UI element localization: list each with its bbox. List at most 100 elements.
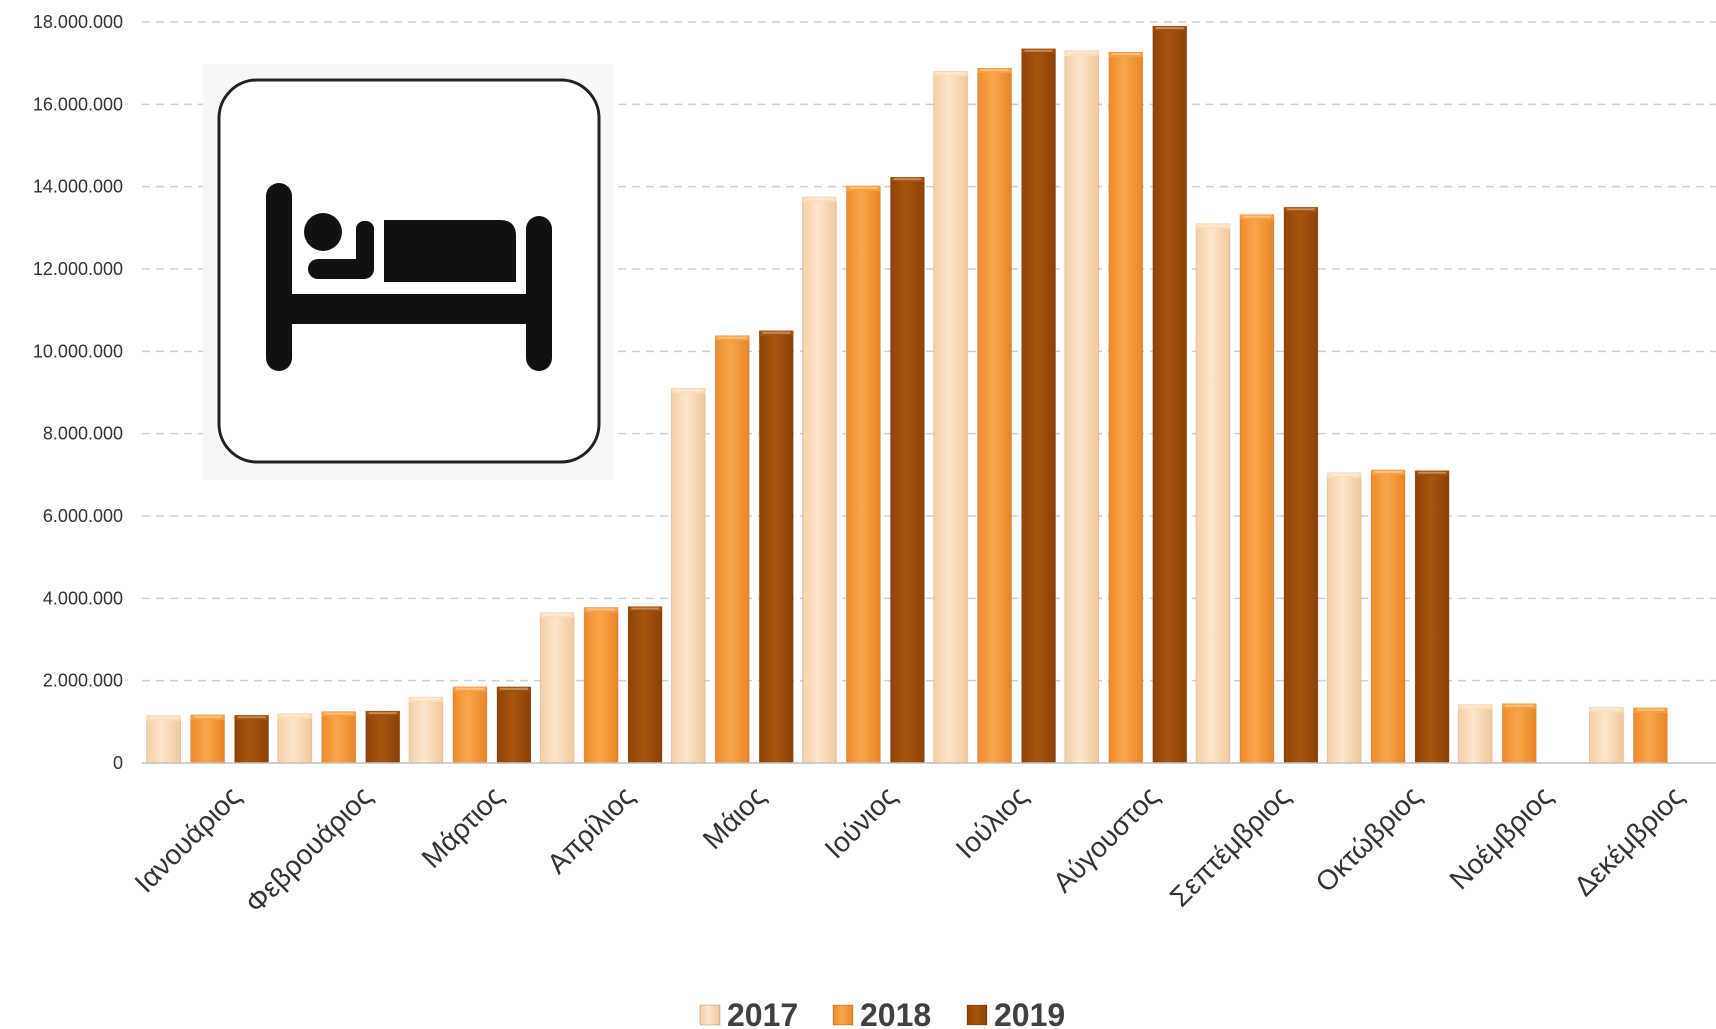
gridlines [142, 21, 1716, 682]
bar [758, 330, 794, 764]
bar-body [321, 711, 357, 764]
bar-top-bevel [1108, 52, 1143, 58]
bar-highlight [280, 714, 309, 717]
bar-highlight [237, 716, 266, 719]
x-tick-label: Ιανουάριος [129, 780, 247, 898]
bar-body [1414, 470, 1450, 764]
bar-highlight [1461, 705, 1490, 708]
legend-swatch [832, 1004, 854, 1026]
bar-body [670, 387, 706, 764]
bar [933, 71, 968, 764]
bar-top-bevel [671, 388, 706, 394]
bar [1108, 51, 1144, 764]
bar [583, 606, 619, 764]
bar [496, 686, 532, 764]
bar-top-bevel [321, 711, 356, 717]
bar-body [496, 686, 532, 764]
bar [146, 715, 181, 764]
bar-highlight [762, 331, 791, 334]
legend-label: 2018 [860, 997, 931, 1029]
bar-highlight [1024, 49, 1053, 52]
bar-highlight [631, 607, 660, 610]
bar [890, 176, 925, 764]
bar-body [1501, 703, 1537, 764]
bar-highlight [1374, 470, 1403, 473]
bar-highlight [543, 613, 572, 616]
bar [627, 606, 663, 764]
bar-top-bevel [1327, 472, 1362, 478]
bar-body [977, 67, 1012, 764]
bar-top-bevel [365, 711, 400, 717]
y-tick-label: 12.000.000 [33, 259, 123, 279]
bar-top-bevel [846, 185, 881, 191]
legend: 2017 2018 2019 [699, 997, 1065, 1029]
bar-top-bevel [584, 607, 619, 613]
bar-top-bevel [452, 686, 487, 692]
x-tick-label: Ιούνιος [819, 780, 903, 864]
bar-body [1370, 469, 1406, 764]
bar [190, 714, 225, 764]
bar-top-bevel [933, 71, 968, 77]
bar-body [1021, 48, 1056, 764]
bar-highlight [1067, 51, 1096, 54]
bar-highlight [499, 687, 528, 690]
bar-body [1589, 707, 1624, 764]
bar-body [234, 714, 269, 764]
bar-body [408, 696, 444, 764]
y-tick-label: 8.000.000 [43, 424, 123, 444]
bar-highlight [1242, 215, 1271, 218]
bar-highlight [980, 69, 1009, 72]
bar [1633, 707, 1668, 764]
bar-body [758, 330, 794, 764]
bar [1370, 469, 1406, 764]
bar-body [277, 713, 313, 764]
bar-top-bevel [802, 196, 837, 202]
bar [977, 67, 1012, 764]
bar [1195, 223, 1231, 764]
bar-top-bevel [146, 715, 181, 721]
bar-body [583, 606, 619, 764]
bar-body [1633, 707, 1668, 764]
bar [1064, 50, 1100, 764]
bar [802, 196, 837, 764]
legend-label: 2019 [994, 997, 1065, 1029]
bar-highlight [1286, 208, 1315, 211]
bar-top-bevel [1239, 214, 1274, 220]
legend-label: 2017 [727, 997, 798, 1029]
bar [1283, 206, 1319, 764]
bar-highlight [1198, 224, 1227, 227]
x-tick-label: Οκτώβριος [1310, 780, 1428, 898]
bar [365, 710, 401, 764]
bar-body [539, 612, 575, 764]
bar-highlight [893, 178, 922, 181]
bar-highlight [149, 716, 178, 719]
bar-highlight [1330, 473, 1359, 476]
y-axis-tick-labels: 0 2.000.000 4.000.000 6.000.000 8.000.000 10.… [33, 12, 123, 773]
bar-top-bevel [1415, 470, 1450, 476]
bar [846, 185, 881, 764]
y-tick-label: 4.000.000 [43, 588, 123, 608]
bar-body [802, 196, 837, 764]
bar-body [1152, 25, 1188, 764]
bar [1326, 472, 1362, 764]
x-tick-label: Νοέμβριος [1443, 780, 1558, 895]
bar [1239, 214, 1275, 764]
bar-body [1457, 704, 1493, 764]
x-tick-label: Μάρτιος [416, 780, 510, 874]
bar-body [146, 715, 181, 764]
bar-top-bevel [1021, 48, 1056, 54]
bar-top-bevel [715, 335, 750, 341]
bar [714, 335, 750, 764]
bar-top-bevel [1589, 707, 1624, 713]
bar-highlight [1636, 708, 1665, 711]
bar-top-bevel [1502, 703, 1537, 709]
bar-highlight [587, 608, 616, 611]
x-tick-label: Φεβρουάριος [239, 780, 378, 919]
bar-top-bevel [1152, 26, 1187, 32]
bar-highlight [1418, 471, 1447, 474]
x-tick-label: Ιούλιος [950, 780, 1034, 864]
y-tick-label: 18.000.000 [33, 12, 123, 32]
bar-highlight [936, 72, 965, 75]
x-tick-label: Σεπτέμβριος [1164, 780, 1296, 912]
